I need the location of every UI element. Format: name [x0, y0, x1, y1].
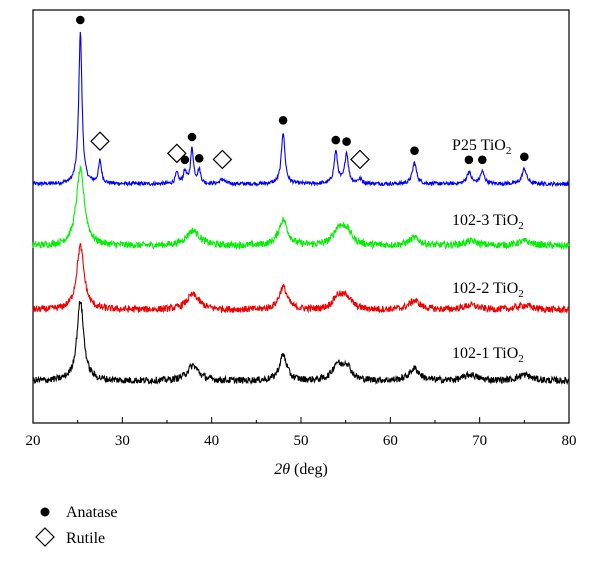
anatase-marker	[76, 15, 85, 25]
legend-anatase-label: Anatase	[66, 504, 118, 521]
x-tick-label-20: 20	[26, 433, 41, 449]
anatase-marker	[194, 154, 204, 163]
x-axis-ticks	[32, 417, 570, 423]
x-tick-label-30: 30	[115, 433, 130, 449]
x-tick-label-50: 50	[294, 433, 309, 449]
anatase-marker	[278, 116, 288, 125]
series-line-p25-tio	[32, 31, 570, 188]
anatase-marker	[520, 152, 529, 162]
x-tick-label-70: 70	[472, 433, 487, 449]
series-label: P25 TiO2	[452, 137, 511, 157]
legend-anatase-marker	[40, 507, 50, 517]
series-line-102-3-tio	[32, 164, 570, 251]
legend-rutile-label: Rutile	[66, 530, 105, 547]
series-label: 102-3 TiO2	[452, 212, 524, 232]
rutile-marker	[90, 131, 110, 152]
series-lines	[32, 31, 570, 386]
anatase-marker	[478, 155, 487, 165]
series-labels: P25 TiO2 102-3 TiO2 102-2 TiO2 102-1 TiO2	[452, 137, 524, 365]
x-tick-labels: 20 30 40 50 60 70 80	[26, 433, 577, 449]
x-tick-label-40: 40	[204, 433, 219, 449]
anatase-marker	[331, 135, 341, 145]
rutile-marker	[350, 149, 370, 170]
rutile-marker	[166, 143, 187, 164]
series-label: 102-2 TiO2	[452, 280, 524, 300]
anatase-marker	[410, 146, 419, 155]
x-tick-label-60: 60	[383, 433, 398, 449]
x-axis-label: 2θ (deg)	[274, 461, 328, 478]
anatase-marker	[342, 137, 351, 146]
series-label: 102-1 TiO2	[452, 345, 524, 365]
anatase-marker	[464, 155, 474, 165]
rutile-marker	[212, 149, 233, 170]
legend: Anatase Rutile	[35, 504, 118, 547]
phase-markers	[76, 15, 529, 170]
series-line-102-1-tio	[32, 301, 570, 386]
anatase-marker	[187, 132, 197, 142]
legend-rutile-marker	[35, 527, 55, 547]
anatase-marker	[180, 155, 190, 165]
x-tick-label-80: 80	[562, 433, 577, 449]
series-line-102-2-tio	[32, 242, 570, 314]
